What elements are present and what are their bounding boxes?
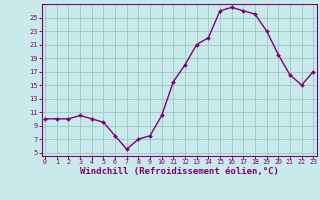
X-axis label: Windchill (Refroidissement éolien,°C): Windchill (Refroidissement éolien,°C) [80,167,279,176]
